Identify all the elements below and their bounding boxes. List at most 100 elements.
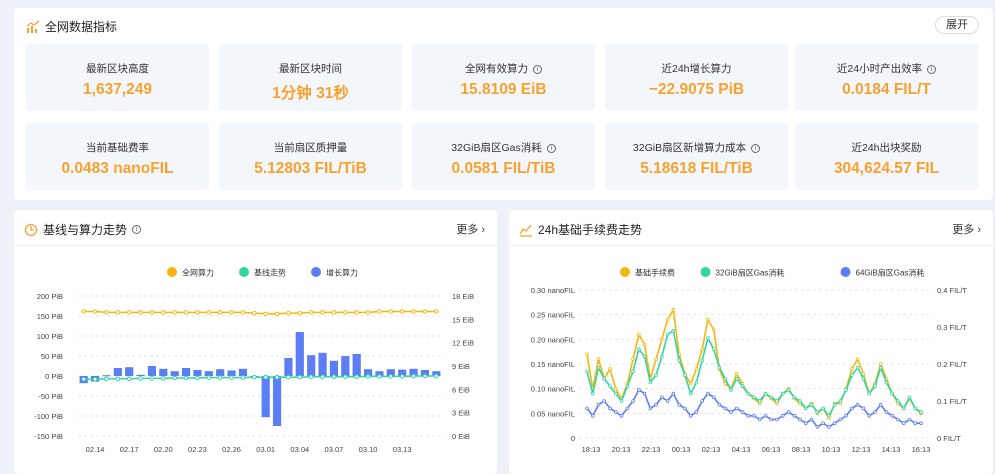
point [740,384,745,389]
point [919,421,923,426]
y-tick-label: 200 PiB [37,292,63,301]
point [815,425,820,429]
point [619,399,624,403]
point [619,414,624,418]
point [411,309,416,314]
metric-label: 当前基础费率 [86,142,149,154]
point [884,380,889,385]
point [161,310,166,315]
info-icon[interactable]: i [927,65,937,74]
point [660,395,664,400]
point [700,358,704,363]
info-icon[interactable]: i [546,144,556,153]
bar [284,358,293,376]
point [827,414,831,418]
point [746,414,751,418]
point [648,406,653,411]
point [631,369,635,374]
bar [238,368,248,376]
bar [227,370,236,376]
metric-value: −22.9075 PiB [648,81,745,98]
point [867,414,871,418]
point [757,417,762,422]
metric-card: 近24h出块奖励 304,624.57 FIL [795,123,978,190]
y-tick-label: 0.30 nanoFIL [531,286,575,295]
metric-card: 近24小时产出效率 i 0.0184 FIL/T [795,44,978,111]
metric-card: 最新区块时间 1分钟 31秒 [219,44,402,111]
legend-marker [700,267,711,277]
x-tick-label: 02.20 [154,445,173,454]
legend-label: 64GiB扇区Gas消耗 [856,268,925,278]
expand-button[interactable]: 展开 [935,16,979,34]
x-tick-label: 10:13 [822,445,841,454]
point [792,414,797,418]
info-icon[interactable]: i [132,225,142,234]
info-icon[interactable]: i [533,65,542,74]
bar [375,371,384,376]
metric-value: 0.0581 FIL/TiB [451,160,556,177]
more-link-fee[interactable]: 更多 › [952,224,981,236]
point [274,311,280,317]
series-line [83,375,437,380]
y2-tick-label: 0.2 FIL/T [937,360,967,369]
metric-card: 最新区块高度 1,637,249 [26,44,209,111]
point [838,417,843,422]
point [671,328,676,333]
point [688,414,693,418]
bar [261,376,270,418]
point [683,373,687,377]
legend-marker [311,267,321,277]
legend-label: 32GiB扇区Gas消耗 [716,268,785,278]
point [838,399,843,403]
series-line [83,310,437,315]
point [878,362,883,366]
point [422,309,428,314]
bar [216,369,225,376]
x-tick-label: 06:13 [762,445,781,454]
point [263,311,268,317]
point [613,386,618,391]
x-tick-label: 16:13 [912,445,931,454]
info-icon[interactable]: i [751,144,761,153]
y-tick-label: 150 PiB [37,312,63,321]
point [890,414,895,418]
point [625,384,630,389]
x-tick-label: 02:13 [702,445,721,454]
point [901,406,906,411]
point [717,365,722,370]
point [252,374,257,380]
point [625,406,630,411]
point [229,310,234,315]
legend-label: 基础手续费 [635,268,675,278]
point [688,391,693,396]
y2-tick-label: 15 EiB [452,315,474,324]
point [884,410,889,414]
point [850,367,854,371]
x-tick-label: 22:13 [642,445,661,454]
metric-label: 32GiB扇区Gas消耗 [451,142,542,154]
point [240,375,246,380]
y2-tick-label: 12 EiB [452,339,474,348]
point [286,310,291,316]
point [711,395,716,400]
x-tick-label: 02.23 [188,445,207,454]
point [172,375,177,381]
point [172,310,177,315]
point [907,417,912,422]
point [642,354,647,359]
x-tick-label: 04:13 [732,445,751,454]
overview-header: 全网数据指标 [26,18,117,35]
bar [181,368,191,376]
point [671,307,676,312]
y-tick-label: 0.25 nanoFIL [531,311,575,320]
x-tick-label: 00:13 [672,445,691,454]
more-link-baseline[interactable]: 更多 › [456,224,485,236]
point [161,376,166,381]
point [671,391,676,396]
legend-marker [239,267,249,277]
x-tick-label: 08:13 [792,445,811,454]
point [183,375,189,381]
point [729,410,733,414]
point [399,309,405,314]
y-tick-label: 100 PiB [37,332,63,341]
